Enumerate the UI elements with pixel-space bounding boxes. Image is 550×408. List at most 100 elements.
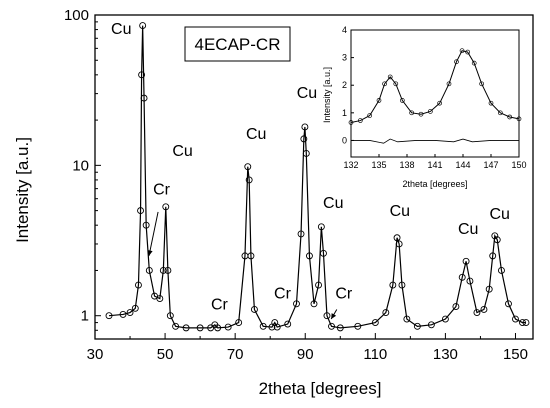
inset-data-point <box>409 110 415 116</box>
inset-fit-line <box>350 50 520 123</box>
main-data-point <box>284 320 292 328</box>
main-data-point <box>156 295 164 303</box>
x-tick-label: 70 <box>227 346 244 363</box>
inset-plot: 132 135 138 141 144 147 150 0 1 2 3 4 2theta [degre… <box>322 25 527 189</box>
inset-x-axis-title: 2theta [degrees] <box>402 179 467 189</box>
peak-arrow-head <box>331 313 337 320</box>
main-data-point <box>458 273 466 281</box>
inset-x-tick-label: 132 <box>343 160 358 170</box>
inset-data-point <box>437 100 443 106</box>
main-data-point <box>485 285 493 293</box>
inset-data-points <box>348 48 522 144</box>
peak-label: Cr <box>153 181 171 198</box>
main-data-point <box>519 319 526 327</box>
main-data-point <box>310 300 318 308</box>
main-data-point <box>139 22 147 30</box>
peak-label: Cu <box>172 143 192 160</box>
main-data-point <box>137 207 145 215</box>
inset-y-tick-label: 0 <box>342 135 347 145</box>
y-axis-title: Intensity [a.u.] <box>13 137 32 243</box>
main-data-point <box>182 324 190 332</box>
inset-data-point <box>387 74 393 80</box>
x-tick-label: 130 <box>433 346 458 363</box>
main-data-point <box>247 252 255 260</box>
main-data-point <box>489 252 497 260</box>
peak-label: Cu <box>458 221 478 238</box>
inset-data-point <box>427 109 433 114</box>
main-data-point <box>473 309 481 316</box>
main-data-point <box>315 281 323 289</box>
main-data-point <box>140 94 148 102</box>
inset-data-point <box>382 81 387 87</box>
inset-data-point <box>399 98 405 103</box>
main-data-point <box>142 221 150 229</box>
main-data-points <box>105 22 530 332</box>
x-tick-label: 50 <box>157 346 174 363</box>
main-data-point <box>244 163 252 171</box>
main-data-point <box>441 315 449 323</box>
main-data-point <box>293 300 300 308</box>
peak-label: Cr <box>211 296 229 313</box>
peak-label: Cu <box>489 206 509 223</box>
main-data-point <box>452 303 460 311</box>
main-data-point <box>166 312 174 320</box>
main-data-point <box>512 315 519 323</box>
main-data-point <box>119 310 127 318</box>
inset-data-point <box>367 113 373 118</box>
inset-y-tick-label: 3 <box>342 53 347 63</box>
main-data-point <box>371 319 379 327</box>
main-data-point <box>159 266 167 274</box>
inset-x-tick-label: 150 <box>511 160 526 170</box>
main-data-point <box>354 322 362 330</box>
inset-data-point <box>465 49 471 55</box>
main-data-point <box>235 319 243 327</box>
peak-label: Cu <box>297 85 317 102</box>
main-data-point <box>498 266 505 274</box>
main-data-point <box>250 306 258 313</box>
inset-y-tick-label: 2 <box>342 80 347 90</box>
inset-data-point <box>454 59 459 65</box>
peak-label: Cr <box>274 286 292 303</box>
main-data-point <box>389 281 397 289</box>
main-data-point <box>320 249 327 257</box>
x-tick-label: 110 <box>363 346 387 363</box>
sample-label-box: 4ECAP-CR <box>184 26 291 62</box>
main-data-point <box>505 300 512 308</box>
peak-label: Cu <box>246 126 266 143</box>
inset-data-point <box>488 100 494 106</box>
main-data-point <box>466 277 474 285</box>
main-data-point <box>162 203 170 211</box>
main-data-point <box>214 324 222 332</box>
main-data-point <box>305 252 313 260</box>
inset-x-tick-label: 135 <box>371 160 386 170</box>
main-data-point <box>403 315 411 323</box>
y-tick-label: 100 <box>64 7 89 24</box>
main-data-point <box>145 266 153 274</box>
main-data-point <box>300 135 308 143</box>
inset-data-point <box>459 48 465 54</box>
inset-x-tick-label: 138 <box>399 160 414 170</box>
peak-label: Cu <box>390 203 410 220</box>
main-data-point <box>522 319 530 327</box>
inset-data-point <box>497 110 503 116</box>
peak-arrow-head <box>147 250 153 256</box>
inset-data-point <box>418 111 424 117</box>
y-tick-label: 10 <box>72 157 89 174</box>
main-data-point <box>131 304 139 312</box>
main-data-point <box>297 230 305 238</box>
main-data-point <box>323 312 331 320</box>
inset-y-tick-label: 1 <box>342 108 347 118</box>
peak-label: Cr <box>335 286 353 303</box>
main-data-point <box>302 149 310 157</box>
inset-y-tick-label: 4 <box>342 25 347 35</box>
main-data-point <box>126 309 134 316</box>
main-data-point <box>301 123 309 131</box>
x-tick-label: 30 <box>87 346 104 363</box>
inset-data-point <box>376 98 382 103</box>
x-axis-title: 2theta [degrees] <box>259 379 382 398</box>
main-plot-frame <box>94 14 534 340</box>
inset-data-point <box>479 81 485 87</box>
